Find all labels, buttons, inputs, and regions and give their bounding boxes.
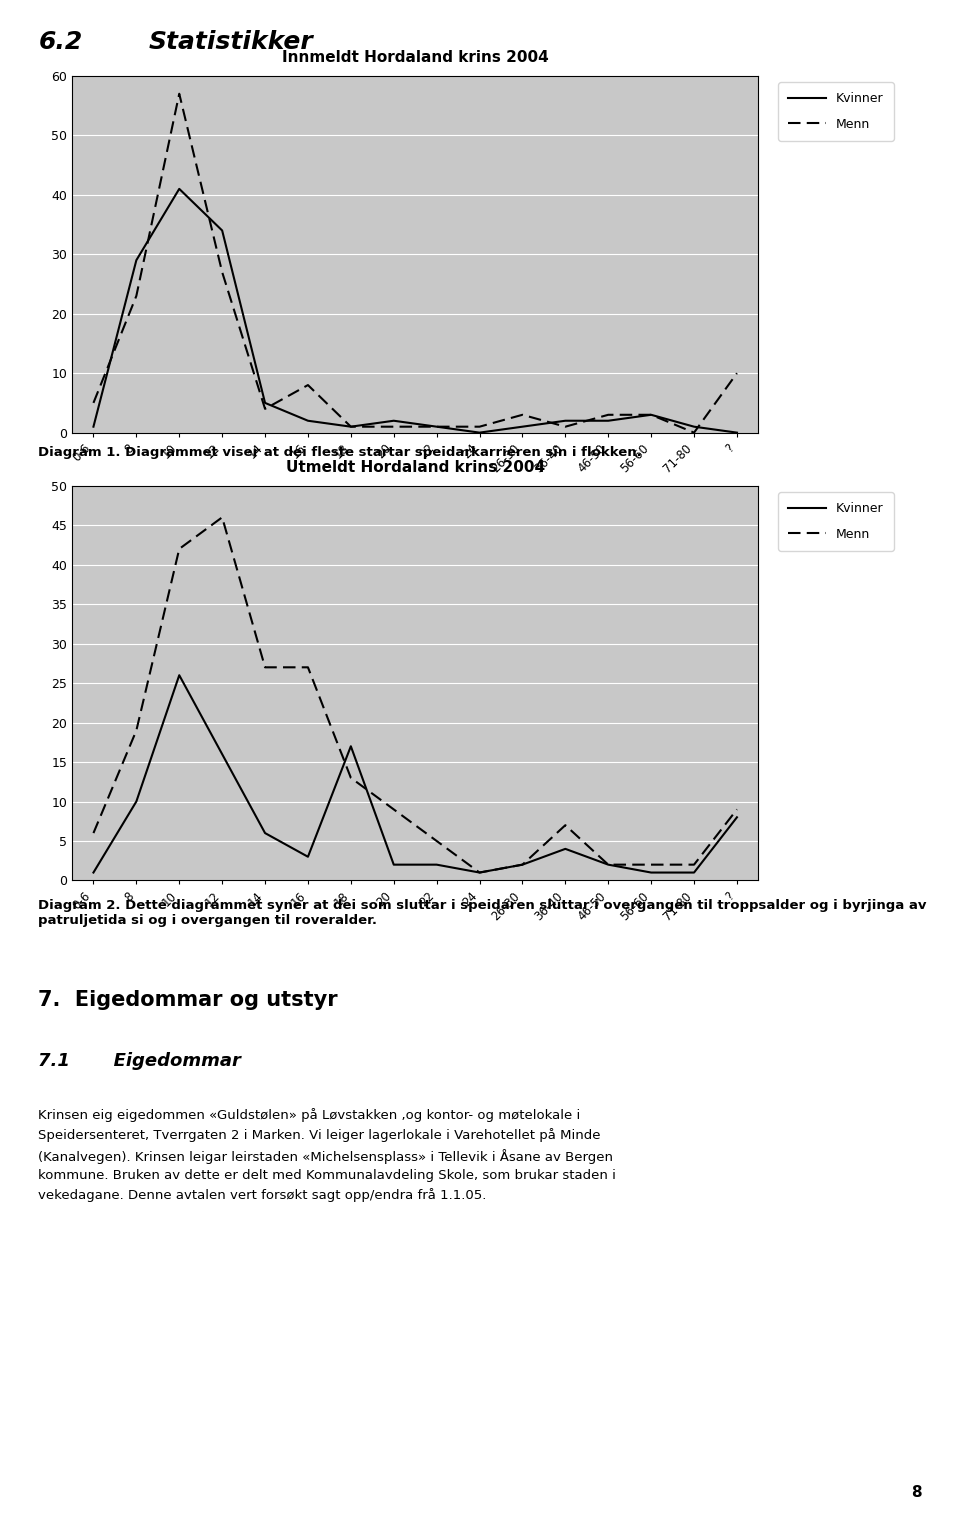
Text: 6.2: 6.2: [38, 30, 83, 55]
Title: Innmeldt Hordaland krins 2004: Innmeldt Hordaland krins 2004: [282, 50, 548, 65]
Text: Statistikker: Statistikker: [149, 30, 314, 55]
Legend: Kvinner, Menn: Kvinner, Menn: [779, 82, 894, 141]
Title: Utmeldt Hordaland krins 2004: Utmeldt Hordaland krins 2004: [286, 460, 544, 475]
Text: 7.1       Eigedommar: 7.1 Eigedommar: [38, 1052, 241, 1070]
Text: 7.  Eigedommar og utstyr: 7. Eigedommar og utstyr: [38, 990, 338, 1009]
Text: Krinsen eig eigedommen «Guldstølen» på Løvstakken ,og kontor- og møtelokale i
Sp: Krinsen eig eigedommen «Guldstølen» på L…: [38, 1108, 616, 1202]
Text: Diagram 1. Diagrammet viser at dei fleste startar speidarkarrieren sin i flokken: Diagram 1. Diagrammet viser at dei flest…: [38, 446, 642, 460]
Legend: Kvinner, Menn: Kvinner, Menn: [779, 492, 894, 551]
Text: 8: 8: [911, 1485, 922, 1500]
Text: Diagram 2. Dette diagrammet syner at dei som sluttar i speidaren sluttar i overg: Diagram 2. Dette diagrammet syner at dei…: [38, 899, 927, 926]
